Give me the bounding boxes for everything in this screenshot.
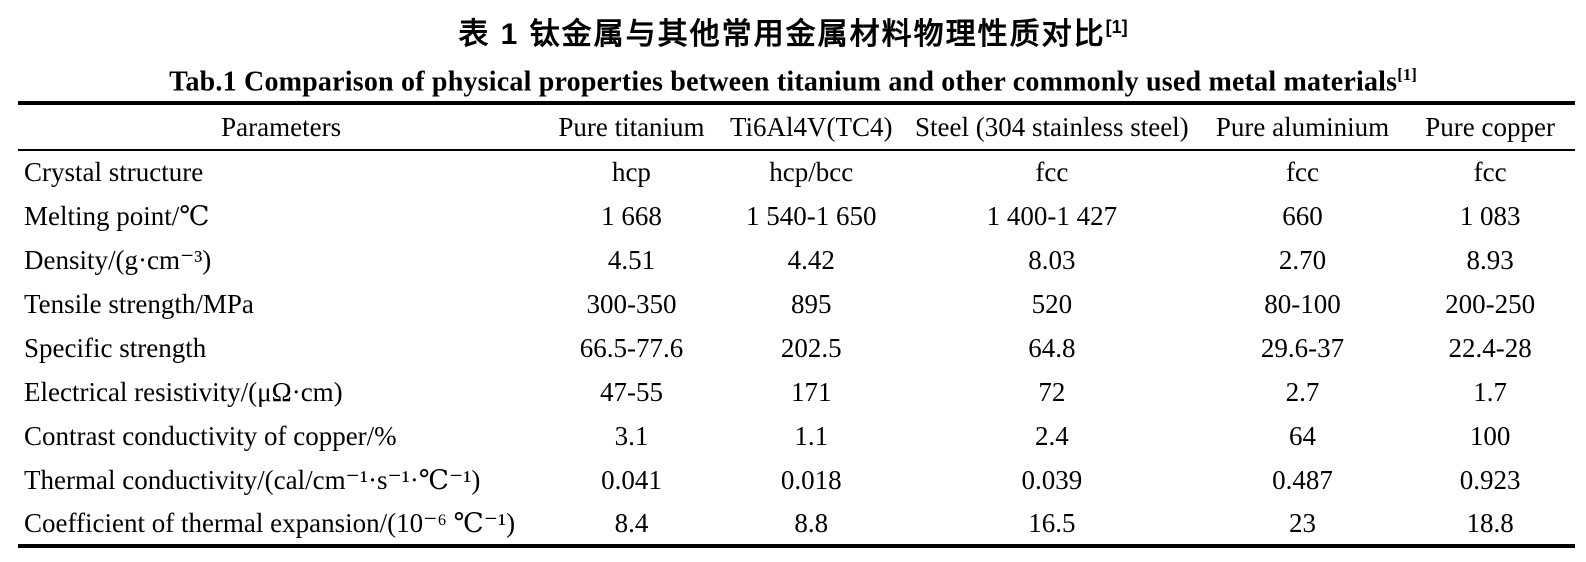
table-title-english-text: Tab.1 Comparison of physical properties …	[169, 66, 1398, 98]
table-cell: 0.018	[780, 464, 842, 495]
table-cell: 23	[1289, 507, 1316, 538]
row-label: Tensile strength/MPa	[24, 288, 254, 319]
reference-superscript: [1]	[1105, 17, 1128, 37]
table-cell: 16.5	[1028, 507, 1076, 538]
table-cell: fcc	[1035, 157, 1069, 188]
table-cell: 0.487	[1272, 464, 1333, 495]
table-row: Electrical resistivity/(μΩ·cm) 47-55 171…	[18, 370, 1575, 414]
properties-table: Parameters Pure titanium Ti6Al4V(TC4) St…	[18, 101, 1575, 549]
table-cell: 1 540-1 650	[746, 200, 877, 231]
table-cell: 64	[1289, 420, 1316, 451]
row-label: Melting point/℃	[24, 200, 210, 231]
table-row: Coefficient of thermal expansion/(10⁻⁶ ℃…	[18, 502, 1575, 546]
table-cell: 171	[791, 376, 832, 407]
row-label: Crystal structure	[24, 157, 204, 188]
table-row: Contrast conductivity of copper/% 3.1 1.…	[18, 414, 1575, 458]
table-cell: 0.923	[1459, 464, 1521, 495]
table-cell: hcp	[611, 157, 651, 188]
table-cell: hcp/bcc	[769, 157, 854, 188]
table-cell: 64.8	[1028, 332, 1076, 363]
header-row: Parameters Pure titanium Ti6Al4V(TC4) St…	[18, 103, 1575, 151]
row-label: Thermal conductivity/(cal/cm⁻¹·s⁻¹·℃⁻¹)	[24, 464, 481, 495]
table-cell: 660	[1282, 200, 1323, 231]
table-row: Thermal conductivity/(cal/cm⁻¹·s⁻¹·℃⁻¹) …	[18, 458, 1575, 502]
table-cell: 29.6-37	[1260, 332, 1345, 363]
row-label: Specific strength	[24, 332, 207, 363]
table-row: Tensile strength/MPa 300-350 895 520 80-…	[18, 282, 1575, 326]
table-cell: 520	[1031, 288, 1073, 319]
table-cell: 1.1	[794, 420, 829, 451]
table-cell: 3.1	[614, 420, 649, 451]
table-cell: 18.8	[1466, 507, 1514, 538]
table-cell: 202.5	[780, 332, 842, 363]
table-cell: 22.4-28	[1448, 332, 1532, 363]
table-cell: 0.041	[601, 464, 662, 495]
row-label: Density/(g·cm⁻³)	[24, 244, 212, 275]
table-header: Parameters Pure titanium Ti6Al4V(TC4) St…	[18, 103, 1575, 151]
table-cell: 2.7	[1285, 376, 1320, 407]
table-cell: 72	[1038, 376, 1066, 407]
table-title-chinese-text: 表 1 钛金属与其他常用金属材料物理性质对比	[458, 18, 1106, 51]
table-cell: 2.4	[1034, 420, 1069, 451]
column-header-parameters: Parameters	[221, 111, 342, 142]
table-cell: 4.42	[787, 244, 835, 275]
column-header-pure-titanium: Pure titanium	[558, 111, 705, 142]
table-cell: fcc	[1286, 157, 1319, 188]
table-cell: 8.8	[794, 507, 829, 538]
table-cell: fcc	[1473, 157, 1507, 188]
table-cell: 300-350	[586, 288, 677, 319]
row-label: Coefficient of thermal expansion/(10⁻⁶ ℃…	[24, 507, 516, 538]
table-cell: 80-100	[1264, 288, 1341, 319]
table-cell: 100	[1469, 420, 1511, 451]
table-row: Crystal structure hcp hcp/bcc fcc fcc fc…	[18, 150, 1575, 194]
table-cell: 200-250	[1445, 288, 1536, 319]
table-row: Melting point/℃ 1 668 1 540-1 650 1 400-…	[18, 194, 1575, 238]
table-body: Crystal structure hcp hcp/bcc fcc fcc fc…	[18, 150, 1575, 546]
table-cell: 0.039	[1021, 464, 1083, 495]
row-label: Electrical resistivity/(μΩ·cm)	[24, 376, 343, 407]
column-header-pure-aluminium: Pure aluminium	[1215, 111, 1390, 142]
table-cell: 47-55	[599, 376, 663, 407]
table-title-chinese: 表 1 钛金属与其他常用金属材料物理性质对比[1]	[0, 0, 1586, 56]
row-label: Contrast conductivity of copper/%	[24, 420, 397, 451]
table-cell: 8.93	[1466, 244, 1514, 275]
table-cell: 2.70	[1278, 244, 1327, 275]
table-row: Specific strength 66.5-77.6 202.5 64.8 2…	[18, 326, 1575, 370]
table-cell: 8.4	[614, 507, 649, 538]
table-cell: 4.51	[607, 244, 656, 275]
column-header-ti6al4v: Ti6Al4V(TC4)	[730, 111, 893, 142]
table-cell: 895	[791, 288, 832, 319]
table-cell: 1 083	[1459, 200, 1521, 231]
table-cell: 66.5-77.6	[579, 332, 684, 363]
table-cell: 1.7	[1473, 376, 1507, 407]
column-header-pure-copper: Pure copper	[1425, 111, 1555, 142]
column-header-steel: Steel (304 stainless steel)	[914, 111, 1189, 142]
table-cell: 1 400-1 427	[986, 200, 1118, 231]
table-cell: 1 668	[601, 200, 662, 231]
table-row: Density/(g·cm⁻³) 4.51 4.42 8.03 2.70 8.9…	[18, 238, 1575, 282]
reference-superscript: [1]	[1397, 65, 1417, 84]
table-title-english: Tab.1 Comparison of physical properties …	[0, 56, 1586, 101]
table-cell: 8.03	[1028, 244, 1076, 275]
